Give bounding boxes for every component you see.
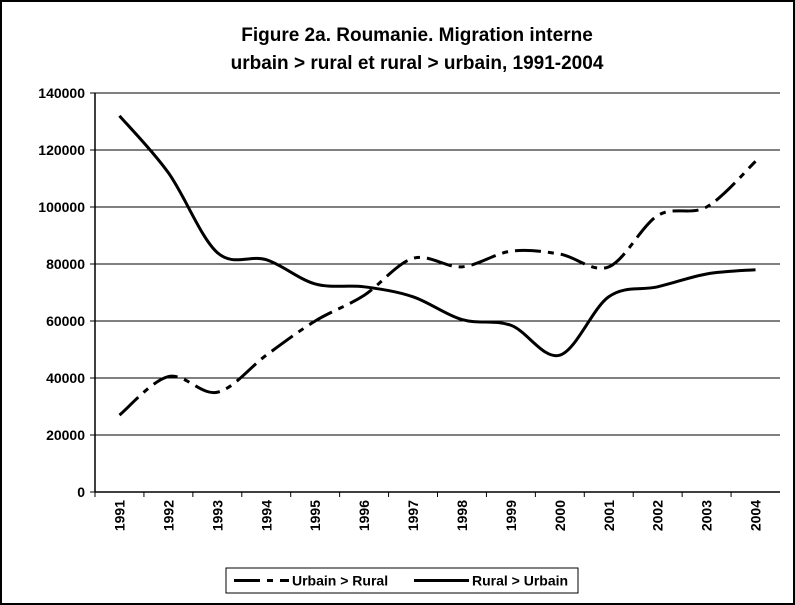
x-tick-label: 2003 bbox=[699, 500, 715, 531]
legend-label: Urbain > Rural bbox=[292, 573, 388, 589]
x-tick-label: 2002 bbox=[650, 500, 666, 531]
x-tick-label: 1996 bbox=[356, 500, 372, 531]
y-tick-label: 0 bbox=[77, 484, 85, 500]
series-line bbox=[118, 114, 756, 358]
x-tick-label: 1991 bbox=[111, 500, 127, 531]
x-tick-label: 1998 bbox=[454, 500, 470, 531]
y-tick-label: 40000 bbox=[46, 370, 85, 386]
x-tick-label: 2000 bbox=[552, 500, 568, 531]
legend-label: Rural > Urbain bbox=[472, 573, 568, 589]
series-line bbox=[118, 160, 757, 417]
x-tick-label: 1994 bbox=[258, 500, 274, 531]
y-tick-label: 20000 bbox=[46, 427, 85, 443]
y-tick-label: 120000 bbox=[38, 142, 85, 158]
x-tick-label: 1999 bbox=[503, 500, 519, 531]
y-tick-label: 100000 bbox=[38, 199, 85, 215]
x-tick-label: 2001 bbox=[601, 500, 617, 531]
x-tick-label: 1993 bbox=[209, 500, 225, 531]
y-tick-label: 140000 bbox=[38, 85, 85, 101]
x-tick-label: 1992 bbox=[160, 500, 176, 531]
x-tick-label: 1997 bbox=[405, 500, 421, 531]
y-tick-label: 60000 bbox=[46, 313, 85, 329]
y-tick-label: 80000 bbox=[46, 256, 85, 272]
x-tick-label: 1995 bbox=[307, 500, 323, 531]
chart-title: Figure 2a. Roumanie. Migration interne bbox=[241, 25, 593, 46]
x-tick-label: 2004 bbox=[748, 500, 764, 531]
chart-title: urbain > rural et rural > urbain, 1991-2… bbox=[231, 53, 604, 74]
